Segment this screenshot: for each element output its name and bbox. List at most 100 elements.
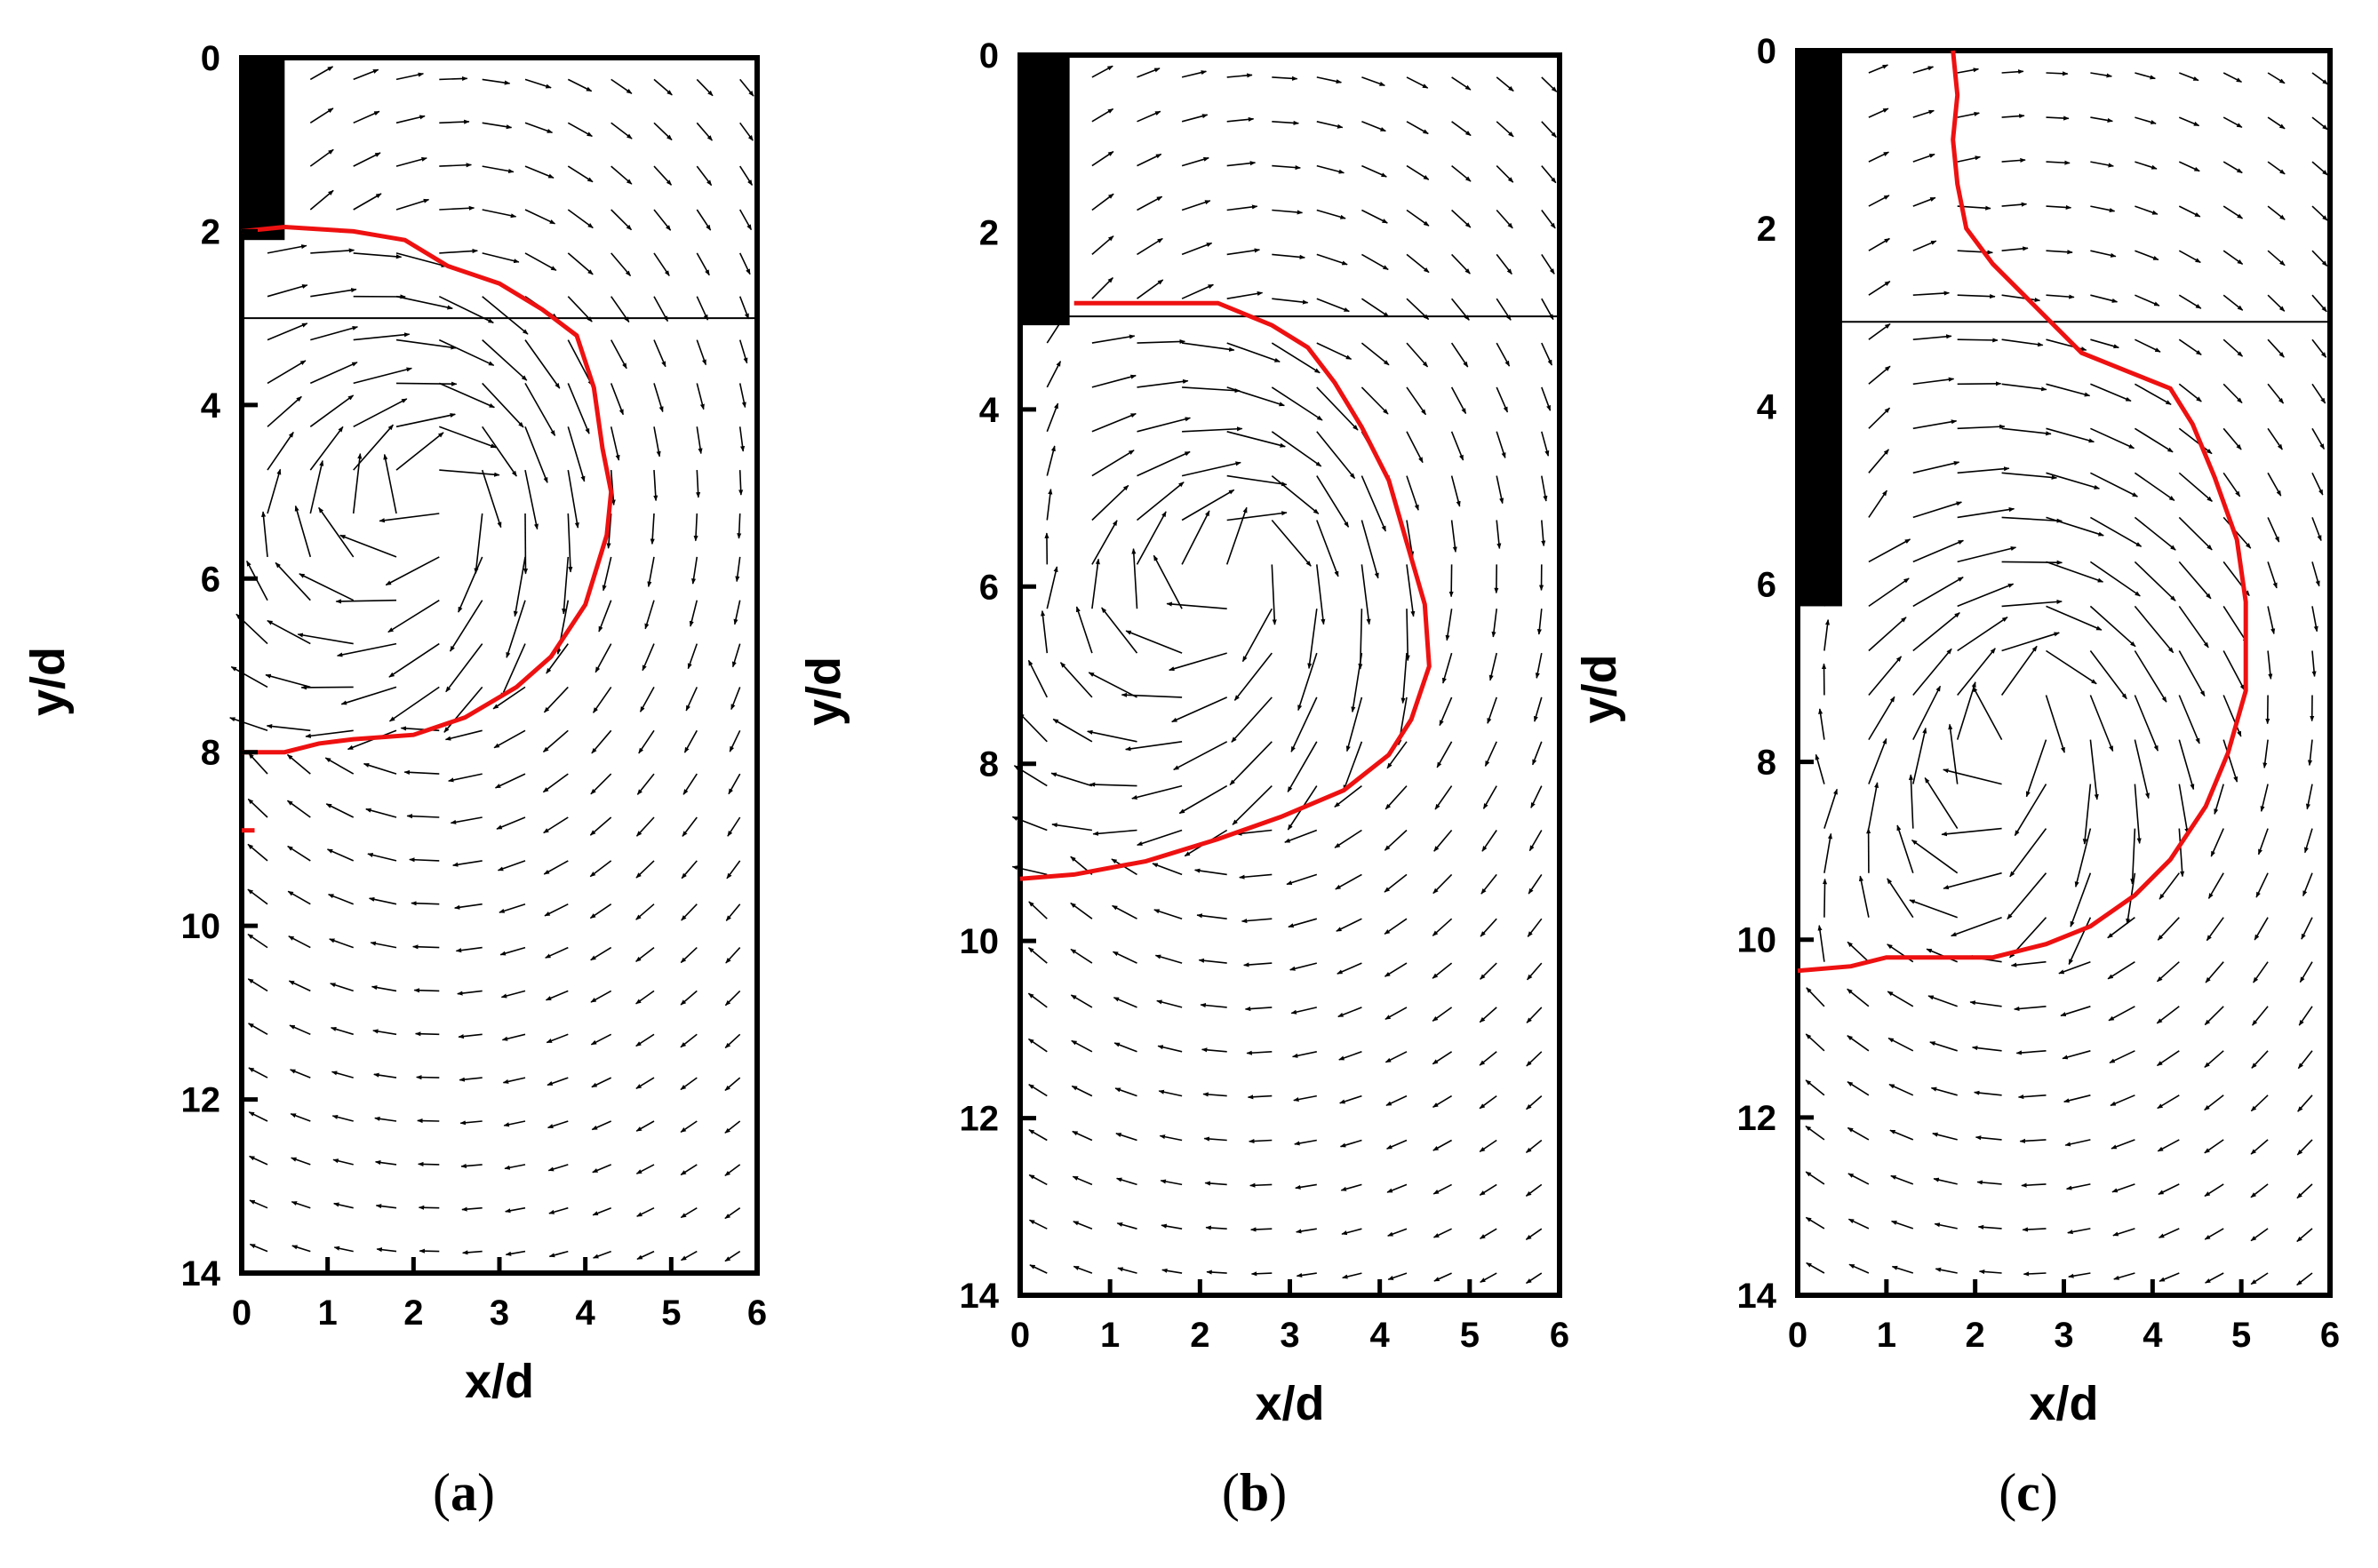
- vector-arrow: [1152, 863, 1183, 876]
- x-tick-label: 6: [747, 1293, 767, 1333]
- vector-arrow: [1115, 1133, 1137, 1142]
- vector-arrow: [546, 1033, 569, 1044]
- vector-arrow: [2178, 427, 2213, 455]
- vector-arrow: [2090, 516, 2143, 547]
- vector-arrow: [332, 1158, 354, 1166]
- vector-arrow: [353, 424, 395, 471]
- vector-arrow: [1231, 696, 1273, 743]
- vector-arrow: [2014, 784, 2047, 837]
- vector-arrow: [1496, 475, 1504, 505]
- vector-arrow: [2178, 205, 2201, 218]
- vector-arrow: [547, 1077, 569, 1086]
- wall-block: [239, 58, 285, 241]
- vector-arrow: [310, 288, 357, 298]
- vector-arrow: [2063, 1094, 2091, 1103]
- vector-arrow: [545, 946, 569, 959]
- vector-arrow: [635, 816, 655, 837]
- vector-arrow: [589, 816, 612, 836]
- vector-arrow: [1226, 204, 1258, 211]
- vector-arrow: [2305, 784, 2313, 810]
- vector-arrow: [2250, 1094, 2269, 1112]
- vector-arrow: [2206, 917, 2224, 942]
- vector-arrow: [353, 398, 408, 428]
- vector-arrow: [1112, 951, 1137, 964]
- vector-arrow: [1271, 431, 1322, 467]
- vector-arrow: [731, 643, 741, 668]
- vector-arrow: [1051, 823, 1093, 832]
- vector-arrow: [1451, 253, 1471, 275]
- vector-arrow: [681, 903, 698, 921]
- vector-arrow: [1541, 76, 1558, 92]
- vector-arrow: [738, 252, 751, 275]
- vector-arrow: [738, 339, 748, 364]
- vector-arrow: [267, 244, 307, 254]
- vector-arrow: [725, 903, 741, 921]
- vector-arrow: [1496, 386, 1509, 413]
- vector-arrow: [2134, 784, 2142, 844]
- vector-arrow: [1847, 988, 1870, 1007]
- vector-arrow: [439, 76, 468, 82]
- vector-arrow: [1137, 237, 1163, 256]
- vector-arrow: [1271, 386, 1323, 421]
- vector-arrow: [1541, 520, 1546, 547]
- vector-arrow: [1342, 1272, 1362, 1279]
- vector-arrow: [2250, 1139, 2269, 1155]
- vector-arrow: [374, 1116, 397, 1122]
- vector-arrow: [1868, 107, 1889, 118]
- vector-arrow: [730, 687, 741, 711]
- vector-arrow: [499, 903, 526, 913]
- vector-arrow: [1908, 774, 1914, 829]
- vector-arrow: [1482, 785, 1497, 809]
- y-axis-title: y/d: [21, 647, 75, 716]
- vector-arrow: [1225, 506, 1248, 565]
- vector-arrow: [368, 896, 397, 905]
- vector-arrow: [2178, 605, 2209, 649]
- panel-label-letter: a: [451, 1463, 477, 1522]
- vector-arrow: [1028, 901, 1048, 919]
- vector-arrow: [1125, 741, 1183, 752]
- vector-arrow: [333, 1246, 354, 1253]
- vector-arrow: [1241, 608, 1273, 663]
- vector-arrow: [2253, 961, 2269, 983]
- vector-arrow: [291, 1245, 311, 1253]
- vector-arrow: [1868, 322, 1891, 340]
- vector-arrow: [524, 165, 555, 179]
- vector-arrow: [2204, 1006, 2224, 1026]
- vector-arrow: [724, 1077, 741, 1092]
- vector-arrow: [395, 198, 430, 211]
- vector-arrow: [2156, 961, 2180, 983]
- vector-arrow: [594, 643, 612, 673]
- vector-arrow: [1406, 76, 1429, 89]
- vector-arrow: [567, 165, 594, 183]
- vector-arrow: [1805, 1171, 1825, 1185]
- vector-arrow: [2134, 472, 2175, 502]
- vector-arrow: [372, 1029, 397, 1036]
- vector-arrow: [418, 1161, 440, 1167]
- y-tick-label: 8: [201, 734, 220, 773]
- vector-arrow: [1272, 209, 1304, 215]
- vector-arrow: [680, 1077, 698, 1091]
- vector-arrow: [1070, 994, 1093, 1008]
- vector-arrow: [297, 633, 354, 645]
- vector-arrow: [1027, 992, 1048, 1008]
- vector-arrow: [1091, 450, 1135, 477]
- vector-arrow: [2022, 1227, 2047, 1232]
- vector-arrow: [2222, 427, 2242, 450]
- boundary-curve: [1797, 50, 2248, 974]
- vector-arrow: [1441, 652, 1453, 684]
- vector-arrow: [448, 773, 483, 783]
- vector-arrow: [1073, 1265, 1093, 1274]
- vector-arrow: [2046, 383, 2091, 397]
- vector-arrow: [1125, 630, 1183, 654]
- vector-arrow: [267, 360, 307, 385]
- vector-arrow: [1018, 712, 1048, 743]
- vector-arrow: [2311, 250, 2328, 267]
- vector-arrow: [2135, 205, 2159, 215]
- vector-arrow: [2090, 294, 2119, 303]
- vector-arrow: [1868, 696, 1895, 741]
- vector-arrow: [1361, 298, 1390, 318]
- vector-arrow: [2302, 872, 2313, 897]
- vector-arrow: [680, 1207, 698, 1219]
- vector-arrow: [1496, 342, 1511, 367]
- vector-arrow: [1935, 1267, 1958, 1274]
